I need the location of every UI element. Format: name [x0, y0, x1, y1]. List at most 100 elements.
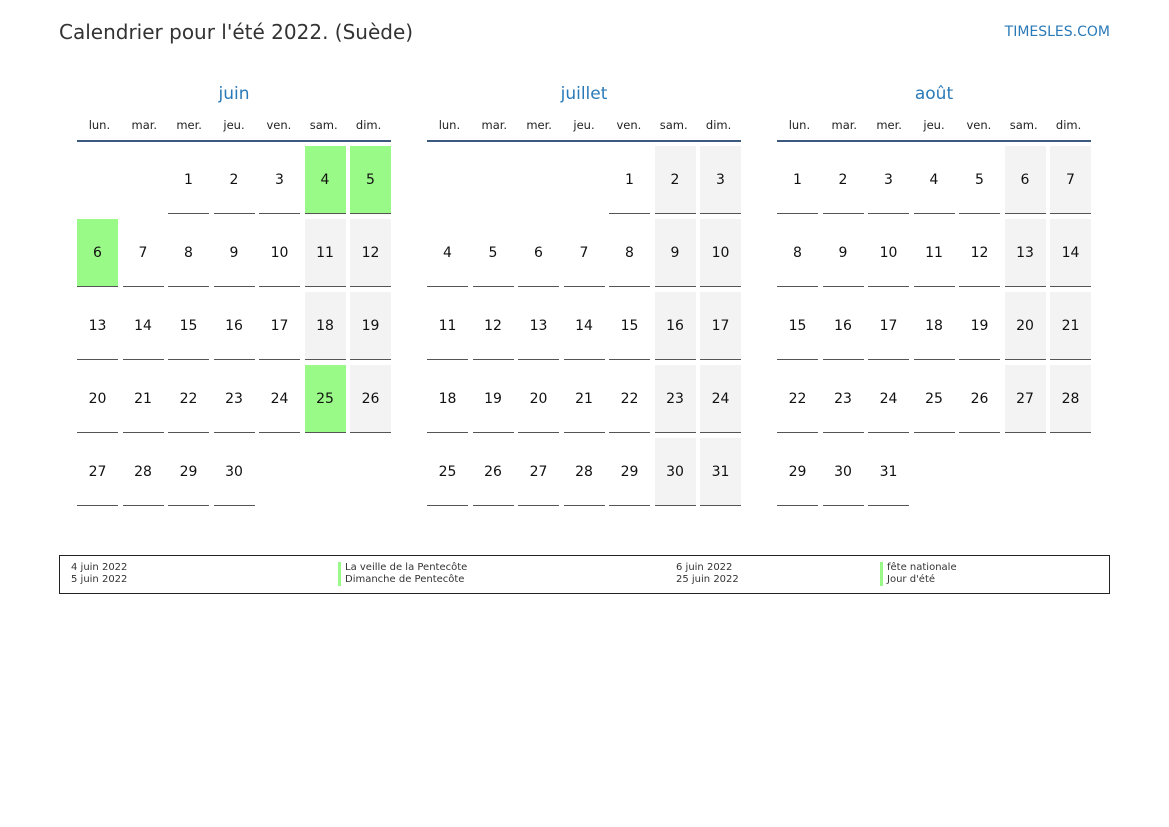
day-cell: 26	[959, 365, 1000, 433]
day-cell: 29	[609, 438, 650, 506]
legend-date: 6 juin 2022	[676, 562, 733, 573]
day-cell: 13	[518, 292, 559, 360]
day-cell: 27	[1004, 365, 1046, 433]
day-cell: 7	[122, 219, 164, 287]
weekday-header: lun. mar. mer. jeu. ven. sam. dim.	[777, 118, 1091, 142]
day-cell: 12	[472, 292, 514, 360]
day-cell: 7	[563, 219, 605, 287]
day-cell: 1	[777, 146, 818, 214]
day-cell: 18	[913, 292, 955, 360]
day-cell: 8	[168, 219, 209, 287]
weekday-label: ven.	[616, 118, 642, 132]
legend-date: 5 juin 2022	[71, 574, 128, 585]
weekday-label: dim.	[1055, 118, 1082, 132]
day-cell: 9	[654, 219, 696, 287]
day-cell: 1	[609, 146, 650, 214]
day-cell: 25	[427, 438, 468, 506]
brand-link[interactable]: TIMESLES.COM	[1004, 24, 1110, 40]
day-cell: 28	[1050, 365, 1091, 433]
day-cell: 13	[1004, 219, 1046, 287]
day-cell: 15	[168, 292, 209, 360]
weekday-label: lun.	[438, 118, 461, 132]
day-cell: 16	[822, 292, 864, 360]
day-cell: 26	[472, 438, 514, 506]
day-cell: 4	[427, 219, 468, 287]
day-cell: 31	[868, 438, 909, 506]
day-cell: 16	[654, 292, 696, 360]
weekday-label: dim.	[705, 118, 732, 132]
day-cell: 2	[213, 146, 255, 214]
month-name: août	[914, 84, 954, 104]
day-cell: 12	[350, 219, 391, 287]
day-cell: 18	[304, 292, 346, 360]
day-cell: 27	[518, 438, 559, 506]
day-cell: 14	[122, 292, 164, 360]
day-cell: 21	[563, 365, 605, 433]
weekday-label: sam.	[309, 118, 338, 132]
weekday-label: mer.	[526, 118, 552, 132]
month-1: juillet lun. mar. mer. jeu. ven. sam. dim. 1 2 3 4 5…	[427, 84, 741, 506]
legend-holiday: Dimanche de Pentecôte	[338, 574, 467, 586]
day-cell: 31	[700, 438, 741, 506]
day-cell: 13	[77, 292, 118, 360]
weekday-label: mer.	[876, 118, 902, 132]
weekday-header: lun. mar. mer. jeu. ven. sam. dim.	[427, 118, 741, 142]
day-cell: 23	[654, 365, 696, 433]
day-cell: 26	[350, 365, 391, 433]
day-cell: 29	[168, 438, 209, 506]
day-cell: 30	[822, 438, 864, 506]
legend-dates-1: 4 juin 2022 5 juin 2022	[71, 562, 127, 586]
day-cell: 30	[654, 438, 696, 506]
day-cell: 2	[654, 146, 696, 214]
day-cell: 11	[913, 219, 955, 287]
day-cell: 3	[868, 146, 909, 214]
day-cell: 20	[518, 365, 559, 433]
legend-dates-2: 6 juin 2022 25 juin 2022	[676, 562, 739, 586]
day-cell: 20	[77, 365, 118, 433]
day-cell: 22	[168, 365, 209, 433]
day-cell: 1	[168, 146, 209, 214]
legend-names-1: La veille de la Pentecôte Dimanche de Pe…	[338, 562, 467, 586]
weekday-label: ven.	[966, 118, 992, 132]
weekday-label: sam.	[659, 118, 688, 132]
day-cell: 15	[777, 292, 818, 360]
day-cell: 11	[427, 292, 468, 360]
month-2: août lun. mar. mer. jeu. ven. sam. dim. 1 2 3 4 5 6 7 8…	[777, 84, 1091, 506]
legend-names-2: fête nationale Jour d'été	[880, 562, 957, 586]
day-cell: 10	[259, 219, 300, 287]
day-cell: 29	[777, 438, 818, 506]
month-0: juin lun. mar. mer. jeu. ven. sam. dim. 1 2 3 4 5 6 7 8…	[77, 84, 391, 506]
month-name: juillet	[560, 84, 608, 104]
day-cell: 15	[609, 292, 650, 360]
day-cell: 12	[959, 219, 1000, 287]
day-cell: 10	[868, 219, 909, 287]
holiday-day-cell: 5	[350, 146, 391, 214]
day-cell: 19	[959, 292, 1000, 360]
day-cell: 22	[777, 365, 818, 433]
weekday-label: dim.	[355, 118, 382, 132]
day-cell: 4	[913, 146, 955, 214]
legend-holiday: La veille de la Pentecôte	[338, 562, 467, 574]
day-cell: 14	[1050, 219, 1091, 287]
weekday-label: lun.	[788, 118, 811, 132]
day-cell: 11	[304, 219, 346, 287]
weekday-label: jeu.	[573, 118, 595, 132]
holiday-day-cell: 25	[304, 365, 346, 433]
day-cell: 24	[868, 365, 909, 433]
day-cell: 23	[213, 365, 255, 433]
legend-holiday: fête nationale	[880, 562, 957, 574]
holiday-day-cell: 4	[304, 146, 346, 214]
weekday-label: lun.	[88, 118, 111, 132]
day-cell: 24	[700, 365, 741, 433]
day-cell: 5	[472, 219, 514, 287]
weekday-label: jeu.	[223, 118, 245, 132]
weekday-header: lun. mar. mer. jeu. ven. sam. dim.	[77, 118, 391, 142]
day-cell: 21	[1050, 292, 1091, 360]
weekday-label: jeu.	[923, 118, 945, 132]
day-cell: 19	[472, 365, 514, 433]
day-cell: 8	[777, 219, 818, 287]
weekday-label: sam.	[1009, 118, 1038, 132]
day-cell: 17	[700, 292, 741, 360]
day-cell: 20	[1004, 292, 1046, 360]
